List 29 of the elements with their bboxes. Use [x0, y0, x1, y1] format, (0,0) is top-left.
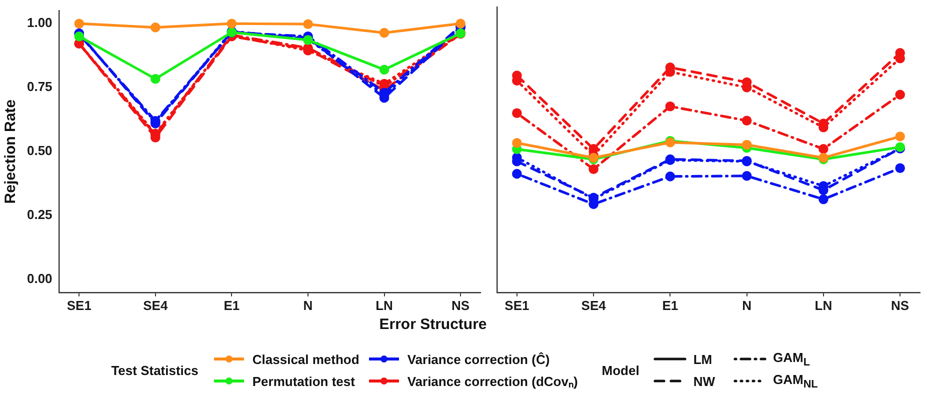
legend-label: Permutation test [252, 374, 355, 388]
x-tick-label: N [303, 298, 313, 313]
y-axis-title: Rejection Rate [2, 100, 20, 204]
legend-title: Test Statistics [111, 362, 198, 378]
x-tick-label: NS [891, 298, 910, 313]
x-axis-title: Error Structure [378, 316, 488, 333]
legend-label: Classical method [252, 352, 360, 366]
text: NW [693, 374, 716, 388]
x-tick-label: SE1 [66, 298, 92, 313]
x-tick-label: LN [814, 298, 832, 313]
text: GAM$_{L}$ [773, 350, 810, 368]
y-tick-label: 0.25 [26, 207, 52, 222]
x-tick-label: SE1 [504, 298, 530, 313]
legend-label: Variance correction (dCovₙ) [407, 373, 578, 390]
y-tick-label: 0.75 [26, 79, 52, 94]
x-tick-label: SE4 [581, 298, 607, 313]
x-tick-label: E1 [662, 298, 678, 313]
text: LM [693, 352, 712, 366]
y-tick-label: 0.50 [26, 143, 52, 158]
y-tick-label: 0.00 [26, 271, 52, 286]
x-tick-label: E1 [224, 298, 240, 313]
legend-label: Variance correction (Ĉ) [407, 352, 550, 366]
x-tick-label: NS [452, 298, 470, 313]
text: Model [602, 362, 640, 378]
x-tick-label: SE4 [143, 298, 168, 313]
x-tick-label: N [742, 298, 752, 313]
x-tick-label: LN [376, 298, 393, 313]
y-tick-label: 1.00 [26, 15, 52, 30]
text: GAM$_{NL}$ [773, 372, 818, 390]
